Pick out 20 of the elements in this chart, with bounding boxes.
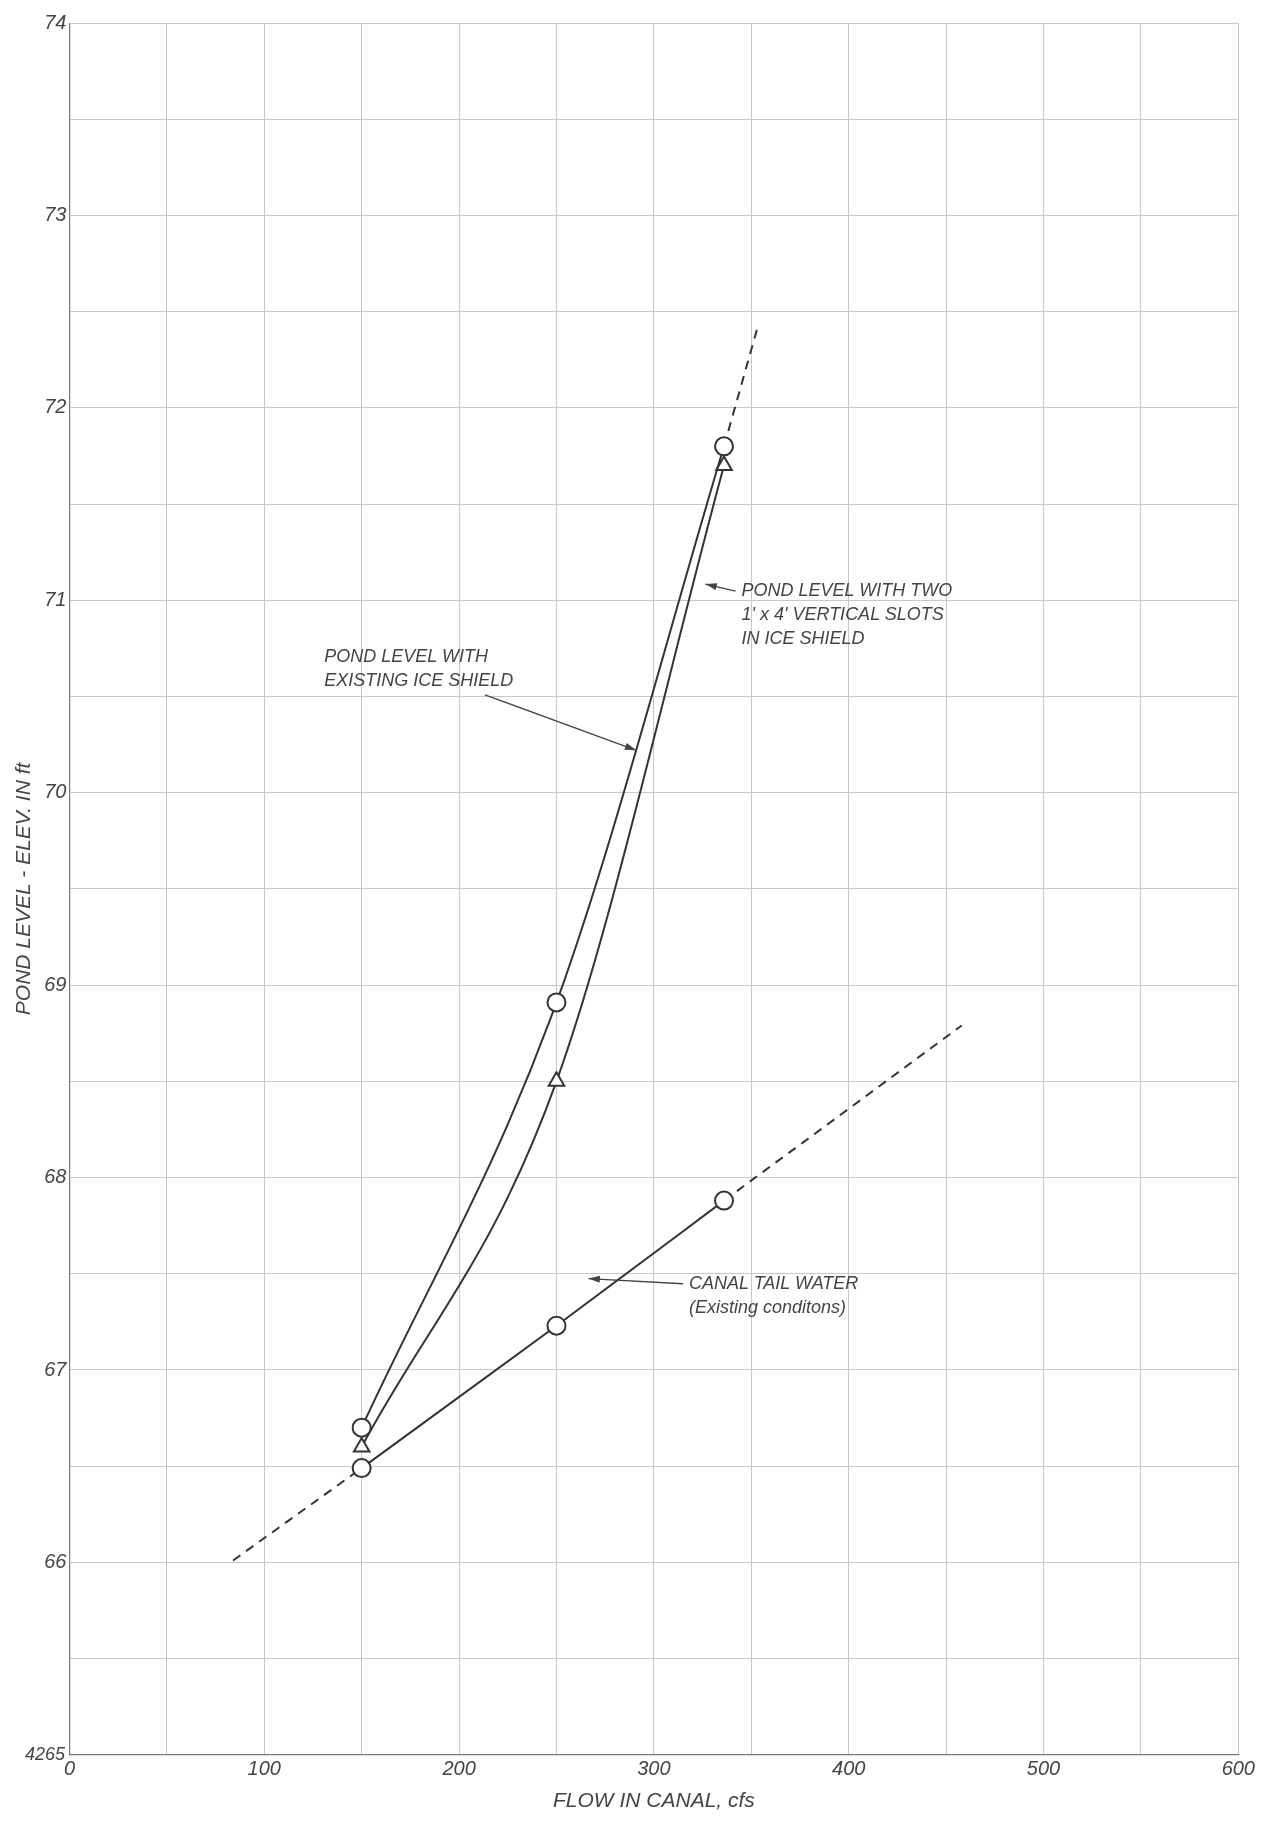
x-tick-label: 500 [1026,1757,1061,1780]
y-tick-label: 67 [44,1357,68,1380]
x-tick-label: 300 [637,1757,671,1780]
y-tick-label: 68 [44,1165,67,1188]
y-tick-label: 74 [44,10,67,33]
x-tick-label: 200 [441,1757,476,1780]
annotation: POND LEVEL WITH TWO 1' x 4' VERTICAL SLOTS IN ICE SHIELD [741,580,953,649]
y-tick-label: 73 [44,202,67,225]
x-tick-label: 600 [1221,1757,1255,1780]
annotation: POND LEVEL WITH EXISTING ICE SHIELD [324,645,514,690]
y-axis-title: POND LEVEL - ELEV. IN ft [11,761,35,1016]
annotation: CANAL TAIL WATER (Existing conditons) [688,1272,859,1317]
y-tick-label: 72 [44,395,67,418]
x-axis-title: FLOW IN CANAL, cfs [552,1788,756,1812]
x-tick-label: 100 [247,1757,281,1780]
y-tick-label: 66 [44,1549,68,1572]
y-tick-label: 70 [44,780,67,803]
y-tick-label: 71 [44,587,67,610]
y-tick-label: 69 [44,972,67,995]
x-tick-label: 400 [832,1757,866,1780]
